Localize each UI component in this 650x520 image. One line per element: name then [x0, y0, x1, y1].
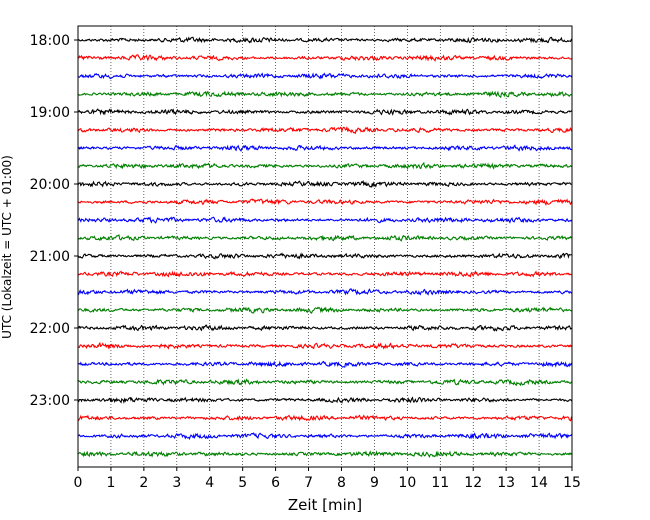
seismogram-trace	[77, 324, 573, 332]
seismogram-trace	[77, 252, 573, 260]
seismogram-trace	[77, 432, 573, 441]
x-tick-label: 5	[238, 475, 247, 491]
seismogram-trace	[77, 36, 573, 44]
seismogram-trace	[77, 270, 573, 278]
x-tick-label: 2	[139, 475, 148, 491]
x-tick-label: 6	[271, 475, 280, 491]
x-tick-label: 13	[497, 475, 515, 491]
seismogram-trace	[77, 54, 573, 62]
x-tick-label: 4	[205, 475, 214, 491]
x-axis-ticks: 0 1 2 3 4 5 6 7 8 9 10 11 12 13 14 15	[74, 467, 581, 491]
plot-background	[78, 26, 572, 467]
x-tick-label: 0	[74, 475, 83, 491]
y-tick-label: 18:00	[30, 33, 70, 49]
x-tick-label: 8	[337, 475, 346, 491]
y-tick-label: 23:00	[30, 393, 70, 409]
seismogram-trace	[77, 161, 573, 171]
seismogram-trace	[77, 450, 573, 458]
x-tick-label: 10	[398, 475, 416, 491]
x-tick-label: 7	[304, 475, 313, 491]
x-tick-label: 12	[464, 475, 482, 491]
x-tick-label: 11	[431, 475, 449, 491]
x-axis-label: Zeit [min]	[288, 496, 362, 514]
seismogram-trace	[77, 108, 573, 116]
trace-group	[77, 36, 573, 458]
seismogram-trace	[77, 414, 573, 422]
seismogram-trace	[77, 90, 573, 99]
y-tick-label: 20:00	[30, 177, 70, 193]
plot-frame	[77, 25, 573, 468]
y-axis-ticks: 18:00 19:00 20:00 21:00 22:00 23:00	[30, 33, 78, 409]
x-tick-label: 1	[106, 475, 115, 491]
seismogram-trace	[77, 216, 573, 224]
x-tick-label: 14	[530, 475, 548, 491]
x-tick-label: 15	[563, 475, 581, 491]
seismogram-trace	[77, 360, 573, 368]
seismogram-trace	[77, 288, 573, 296]
seismogram-trace	[77, 234, 573, 242]
x-tick-label: 9	[370, 475, 379, 491]
seismogram-trace	[77, 72, 573, 80]
seismogram-trace	[77, 125, 573, 135]
seismogram-trace	[77, 378, 573, 387]
seismogram-trace	[77, 144, 573, 152]
seismogram-trace	[77, 180, 573, 188]
y-tick-label: 22:00	[30, 321, 70, 337]
seismogram-trace	[77, 341, 573, 350]
y-axis-label: UTC (Lokalzeit = UTC + 01:00)	[0, 155, 14, 339]
seismogram-trace	[77, 198, 573, 206]
x-tick-label: 3	[172, 475, 181, 491]
seismogram-trace	[77, 396, 573, 405]
y-tick-label: 19:00	[30, 105, 70, 121]
y-tick-label: 21:00	[30, 249, 70, 265]
seismogram-trace	[77, 306, 573, 314]
